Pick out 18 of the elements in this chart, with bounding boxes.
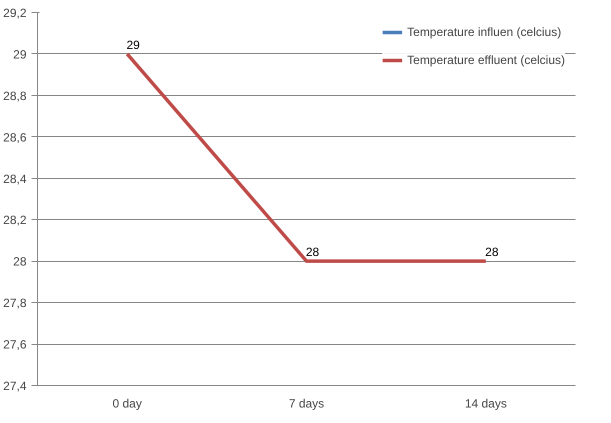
y-tick-label: 28,8 <box>3 88 27 103</box>
y-tick-label: 28,4 <box>3 172 27 186</box>
x-tick-label: 7 days <box>288 396 324 410</box>
y-tick-label: 29 <box>13 47 27 62</box>
x-tick-label: 14 days <box>464 396 507 410</box>
y-tick-label: 27,6 <box>3 338 27 352</box>
y-tick-label: 28,2 <box>3 213 27 228</box>
y-tick-label: 27,8 <box>3 296 27 310</box>
legend-label: Temperature influen (celcius) <box>407 25 562 39</box>
data-label: 28 <box>485 245 499 260</box>
data-label: 28 <box>306 245 320 260</box>
y-tick-label: 28 <box>13 254 27 269</box>
y-tick-label: 27,4 <box>3 379 27 393</box>
legend-label: Temperature effluent (celcius) <box>407 53 565 67</box>
data-label: 29 <box>126 38 140 52</box>
y-tick-label: 29,2 <box>3 6 27 20</box>
y-tick-label: 28,6 <box>3 130 27 144</box>
x-tick-label: 0 day <box>112 396 142 410</box>
